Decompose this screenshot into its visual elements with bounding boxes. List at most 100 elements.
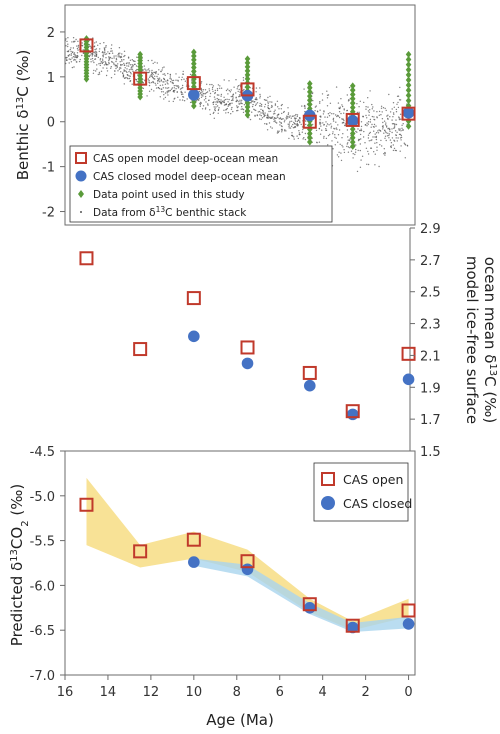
benthic-stack-point	[163, 98, 165, 100]
benthic-stack-point	[375, 135, 378, 138]
benthic-stack-point	[148, 79, 150, 82]
benthic-stack-point	[387, 114, 389, 116]
benthic-stack-point	[163, 78, 165, 80]
benthic-stack-point	[360, 128, 362, 130]
benthic-stack-point	[336, 154, 339, 156]
panel3-closed-marker	[303, 602, 316, 614]
benthic-stack-point	[76, 56, 79, 59]
benthic-stack-point	[125, 62, 128, 65]
benthic-stack-point	[372, 126, 375, 128]
study-data-point	[244, 63, 251, 71]
panel3-open-marker	[186, 532, 201, 547]
benthic-stack-point	[239, 99, 241, 102]
benthic-stack-point	[99, 64, 102, 67]
benthic-stack-point	[264, 114, 266, 117]
benthic-stack-point	[196, 100, 198, 102]
benthic-stack-point	[82, 49, 84, 51]
benthic-stack-point	[114, 65, 117, 67]
panel1-legend: CAS open model deep-ocean mean CAS close…	[69, 145, 333, 223]
benthic-stack-point	[293, 117, 296, 119]
benthic-stack-point	[209, 109, 211, 111]
benthic-stack-point	[381, 145, 383, 147]
benthic-stack-point	[243, 88, 245, 91]
benthic-stack-point	[127, 65, 130, 67]
study-data-point	[405, 97, 412, 105]
benthic-stack-point	[397, 106, 400, 109]
benthic-stack-point	[67, 54, 70, 57]
benthic-stack-point	[129, 80, 131, 83]
study-data-point	[191, 102, 197, 110]
benthic-stack-point	[274, 109, 276, 111]
benthic-stack-point	[297, 125, 299, 127]
benthic-stack-point	[285, 117, 287, 119]
benthic-stack-point	[106, 63, 108, 66]
benthic-stack-point	[113, 62, 115, 64]
benthic-stack-point	[67, 45, 69, 48]
benthic-stack-point	[404, 144, 407, 146]
benthic-stack-point	[256, 102, 259, 104]
benthic-stack-point	[390, 146, 392, 149]
benthic-stack-point	[102, 67, 104, 69]
benthic-stack-point	[135, 65, 138, 67]
benthic-stack-point	[258, 118, 261, 120]
benthic-stack-point	[347, 136, 349, 138]
benthic-stack-point	[64, 39, 67, 41]
benthic-stack-point	[153, 78, 155, 80]
panel2-closed-marker	[346, 408, 359, 421]
study-data-point	[191, 60, 197, 68]
benthic-stack-point	[230, 95, 232, 98]
benthic-stack-point	[117, 70, 119, 72]
benthic-stack-point	[119, 56, 122, 59]
benthic-stack-point	[380, 105, 383, 108]
panel1-y-axis-label: Benthic δ13C (‰)	[14, 50, 32, 181]
panel3-closed-marker	[241, 563, 254, 576]
benthic-stack-point	[378, 114, 380, 117]
benthic-stack-point	[367, 97, 369, 99]
benthic-stack-point	[127, 56, 130, 58]
benthic-stack-point	[281, 112, 283, 115]
benthic-stack-point	[334, 128, 336, 130]
panel3-y-tick-label: -7.0	[30, 669, 55, 684]
benthic-stack-point	[391, 119, 393, 121]
benthic-stack-point	[402, 129, 404, 131]
benthic-stack-point	[204, 93, 207, 95]
benthic-stack-point	[77, 49, 79, 51]
panel2-open-marker	[133, 342, 148, 357]
study-data-point	[349, 142, 356, 150]
benthic-stack-point	[342, 118, 344, 120]
benthic-stack-point	[386, 135, 389, 137]
study-data-point	[349, 90, 356, 98]
benthic-stack-point	[269, 110, 272, 113]
benthic-stack-point	[91, 54, 94, 56]
benthic-stack-point	[232, 97, 234, 99]
panel1-closed-marker	[188, 88, 200, 101]
benthic-stack-point	[388, 129, 391, 131]
benthic-stack-point	[240, 108, 242, 110]
panel2-open-marker	[302, 365, 317, 380]
study-data-point	[405, 66, 412, 74]
benthic-stack-point	[348, 99, 350, 101]
benthic-stack-point	[259, 102, 261, 105]
benthic-stack-point	[299, 120, 301, 122]
study-data-point	[405, 61, 412, 69]
benthic-stack-point	[287, 123, 289, 125]
benthic-stack-point	[164, 96, 167, 99]
cas-closed-band	[193, 558, 409, 632]
benthic-stack-point	[275, 121, 277, 123]
benthic-stack-point	[334, 144, 336, 146]
benthic-stack-point	[369, 90, 371, 92]
benthic-stack-point	[393, 125, 396, 127]
benthic-stack-point	[168, 100, 170, 103]
benthic-stack-point	[153, 71, 155, 74]
benthic-stack-point	[214, 91, 216, 94]
panel2-y-tick-label: 2.5	[420, 286, 441, 301]
benthic-stack-point	[113, 55, 115, 57]
benthic-stack-point	[358, 111, 360, 114]
benthic-stack-point	[236, 106, 239, 109]
benthic-stack-point	[395, 123, 398, 126]
benthic-stack-point	[220, 102, 222, 105]
benthic-stack-point	[103, 47, 106, 49]
benthic-stack-point	[297, 119, 300, 122]
benthic-stack-point	[267, 101, 269, 103]
benthic-stack-point	[220, 95, 222, 97]
